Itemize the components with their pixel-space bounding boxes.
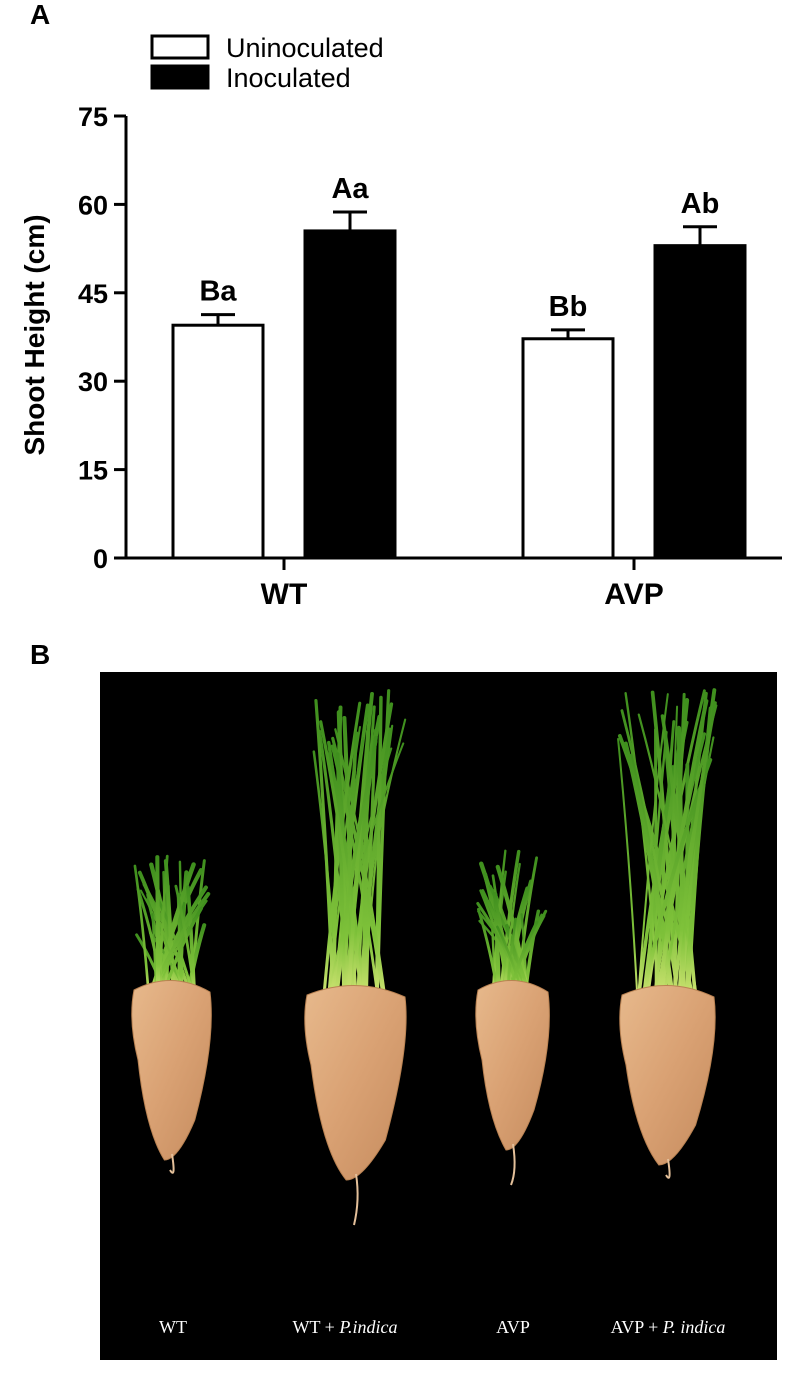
root-tip: [665, 1158, 671, 1179]
leaf: [620, 709, 681, 1007]
significance-label: Aa: [331, 173, 369, 205]
leaf: [650, 690, 679, 1007]
leaf: [314, 698, 336, 1007]
leaf: [349, 702, 394, 1007]
y-tick-label: 75: [78, 102, 108, 132]
significance-label: Bb: [549, 291, 588, 323]
plant-1: [131, 854, 212, 1174]
leaf: [624, 692, 661, 1007]
legend-label: Uninoculated: [226, 33, 384, 63]
plant-3: [475, 849, 550, 1186]
y-tick-label: 45: [78, 279, 108, 309]
plant-illustrations: [131, 688, 718, 1226]
legend-label: Inoculated: [226, 63, 351, 93]
leaf: [324, 742, 405, 1007]
legend-swatch: [150, 34, 210, 60]
y-axis: 0 15 30 45 60 75: [78, 102, 128, 574]
x-tick-label: AVP: [604, 578, 663, 611]
y-tick-label: 60: [78, 190, 108, 220]
leaf: [155, 855, 161, 1003]
leaf: [630, 753, 676, 1007]
significance-label: Ab: [681, 188, 720, 220]
root-tip: [169, 1153, 175, 1174]
leaf: [346, 691, 374, 1007]
y-tick-label: 0: [93, 544, 108, 574]
photo-label: WT: [159, 1317, 187, 1337]
bars: Ba Aa Bb Ab: [171, 173, 747, 560]
x-tick-label: WT: [261, 578, 308, 611]
leaf: [676, 725, 686, 1008]
photo-labels: WT WT + P.indica AVP AVP + P. indica: [159, 1317, 725, 1337]
photo-label: AVP + P. indica: [611, 1317, 726, 1337]
y-tick-label: 30: [78, 367, 108, 397]
soil-root-ball: [131, 980, 212, 1161]
panel-b-photo: B WT WT + P.indica AVP AVP + P. indica: [30, 639, 777, 1360]
panel-a-letter: A: [30, 0, 50, 30]
leaf: [364, 728, 378, 1007]
leaf: [319, 720, 364, 1007]
bar-inoculated-wt: [303, 229, 397, 560]
panel-b-letter: B: [30, 639, 50, 670]
y-axis-label: Shoot Height (cm): [19, 214, 50, 455]
leaf: [637, 713, 700, 1007]
root-tip: [510, 1143, 516, 1186]
leaf: [335, 752, 347, 1007]
leaf: [361, 729, 371, 1008]
x-axis: WT AVP: [126, 556, 782, 611]
soil-root-ball: [619, 985, 716, 1166]
significance-label: Ba: [199, 276, 237, 308]
photo-label: WT + P.indica: [293, 1317, 398, 1337]
leaf: [617, 737, 639, 1007]
plant-2: [304, 689, 407, 1226]
soil-root-ball: [304, 984, 407, 1181]
legend-swatch: [150, 64, 210, 90]
root-tip: [353, 1173, 359, 1226]
plant-4: [617, 688, 718, 1179]
photo-label: AVP: [496, 1317, 530, 1337]
bar-uninoculated-wt: [171, 323, 265, 560]
bar-inoculated-avp: [653, 244, 747, 560]
leaf: [636, 693, 669, 1007]
soil-root-ball: [475, 980, 550, 1151]
leaf: [623, 741, 675, 1008]
y-tick-label: 15: [78, 456, 108, 486]
bar-uninoculated-avp: [521, 337, 615, 560]
leaf: [671, 701, 717, 1007]
leaf: [333, 740, 378, 1007]
